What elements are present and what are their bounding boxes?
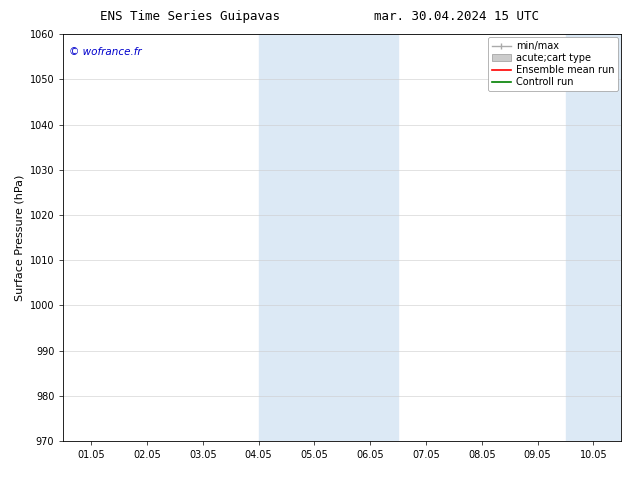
Text: © wofrance.fr: © wofrance.fr [69, 47, 141, 56]
Text: mar. 30.04.2024 15 UTC: mar. 30.04.2024 15 UTC [374, 10, 539, 23]
Legend: min/max, acute;cart type, Ensemble mean run, Controll run: min/max, acute;cart type, Ensemble mean … [488, 37, 618, 91]
Y-axis label: Surface Pressure (hPa): Surface Pressure (hPa) [14, 174, 24, 301]
Bar [259, 34, 398, 441]
Text: ENS Time Series Guipavas: ENS Time Series Guipavas [100, 10, 280, 23]
Bar [566, 34, 621, 441]
